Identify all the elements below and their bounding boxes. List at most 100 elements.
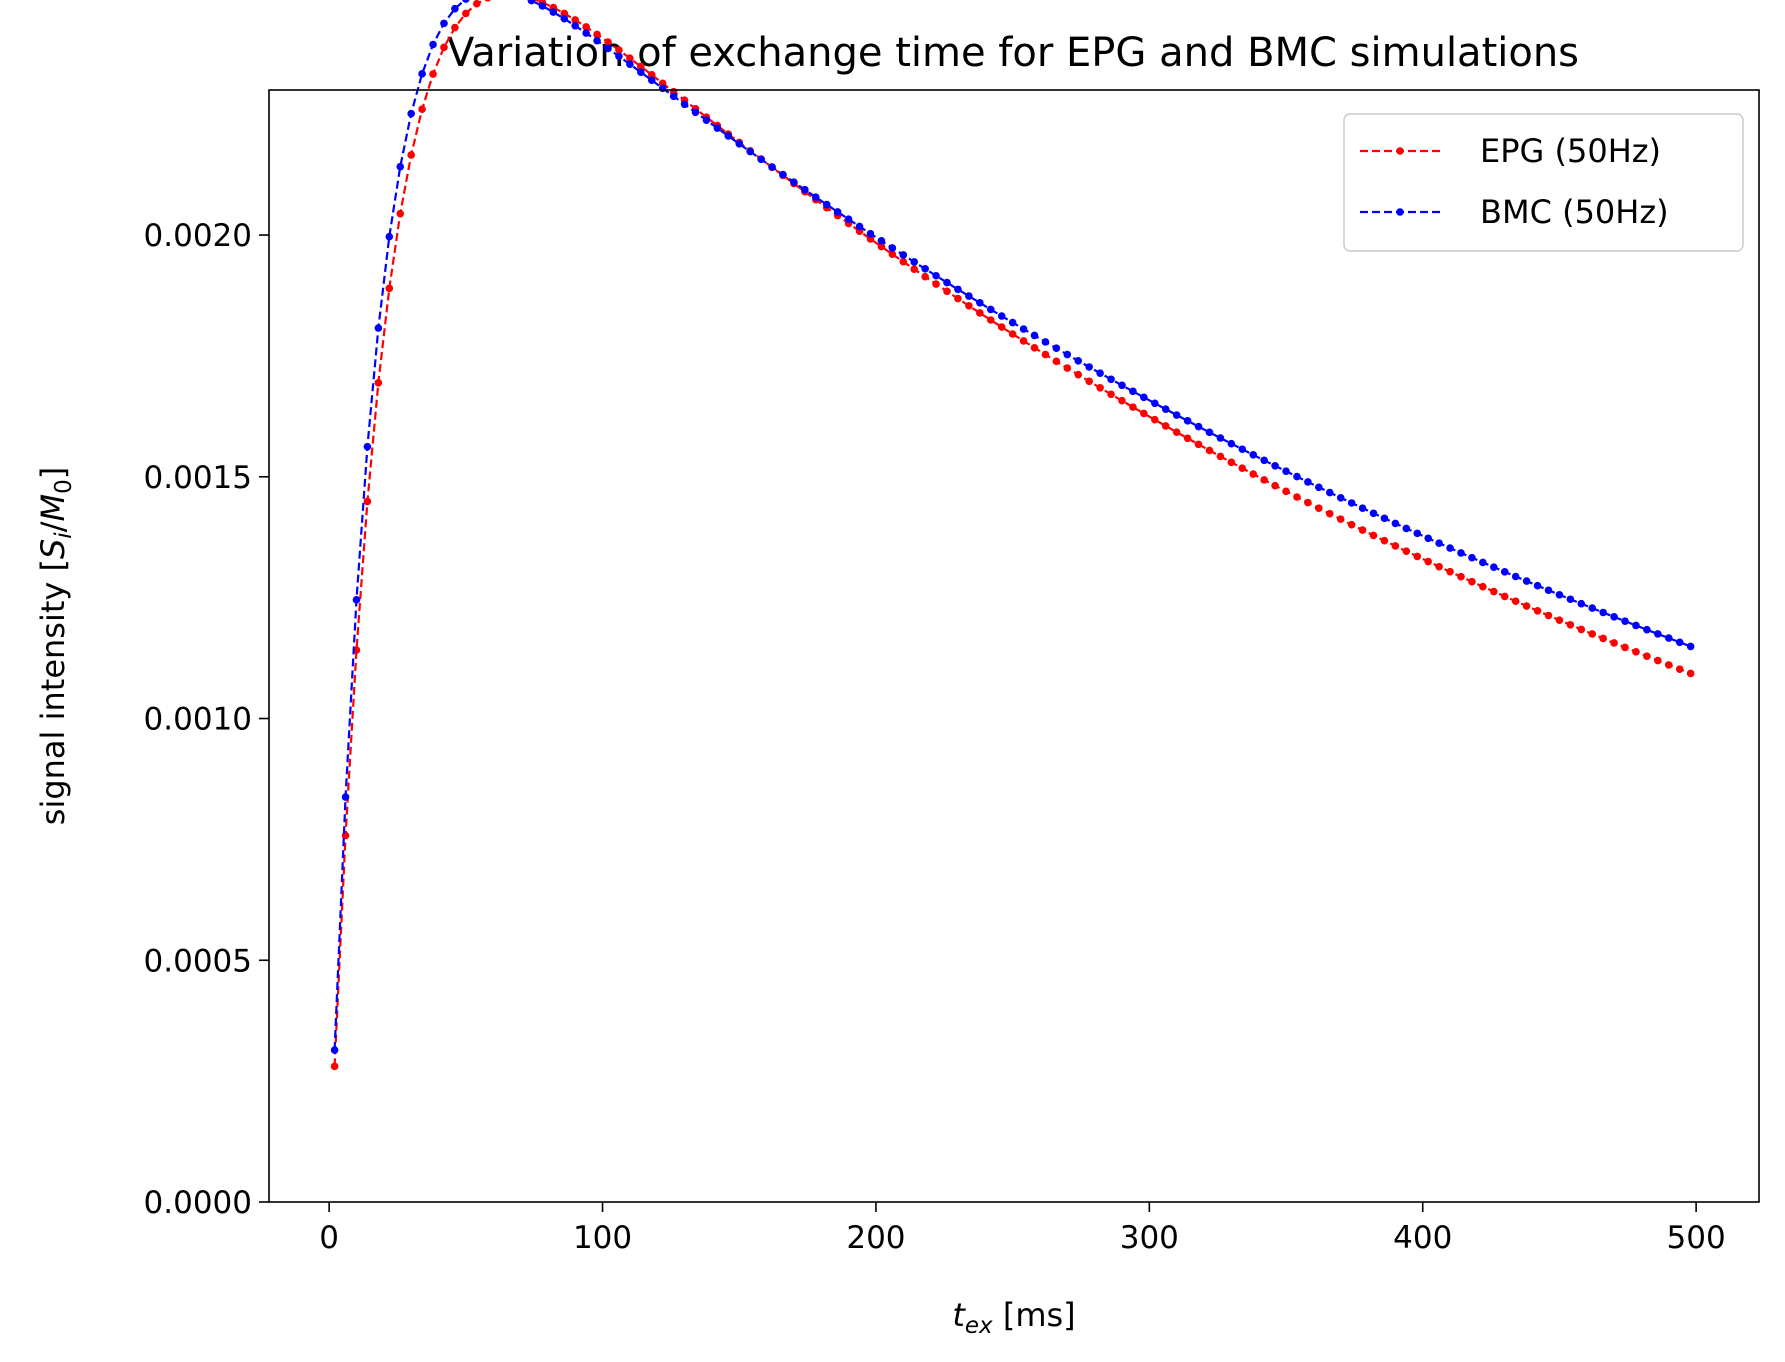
- data-point: [1325, 509, 1334, 518]
- data-point: [1686, 642, 1695, 651]
- data-point: [385, 284, 394, 293]
- data-point: [1347, 520, 1356, 529]
- data-point: [1238, 464, 1247, 473]
- data-point: [1052, 344, 1061, 353]
- data-point: [1566, 595, 1575, 604]
- data-point: [647, 76, 656, 85]
- data-point: [1610, 613, 1618, 621]
- data-point: [1533, 606, 1542, 615]
- data-point: [1457, 572, 1465, 581]
- y-tick-label: 0.0010: [144, 702, 252, 738]
- data-point: [1402, 524, 1411, 533]
- data-point: [352, 596, 361, 604]
- data-point: [768, 163, 776, 171]
- data-point: [330, 1046, 339, 1054]
- x-axis-label: tex [ms]: [952, 1296, 1075, 1339]
- data-point: [1085, 363, 1093, 371]
- data-point: [866, 229, 875, 238]
- data-point: [462, 0, 470, 3]
- y-tick-label: 0.0000: [144, 1185, 252, 1221]
- data-point: [1522, 602, 1531, 610]
- data-point: [986, 316, 995, 324]
- x-axis-label-sub: ex: [965, 1313, 993, 1339]
- data-point: [1599, 634, 1607, 643]
- data-point: [1183, 417, 1192, 425]
- x-tick-label: 400: [1393, 1220, 1452, 1256]
- data-point: [1041, 338, 1050, 346]
- data-point: [921, 265, 929, 273]
- data-point: [1216, 434, 1225, 442]
- data-point: [1402, 547, 1411, 555]
- data-point: [1008, 318, 1017, 327]
- data-point: [910, 265, 919, 274]
- data-point: [1555, 616, 1564, 624]
- data-point: [1413, 552, 1422, 561]
- data-point: [1511, 597, 1520, 606]
- data-point: [1304, 478, 1312, 486]
- data-point: [724, 132, 733, 140]
- data-point: [1468, 577, 1476, 586]
- data-point: [604, 44, 612, 53]
- data-point: [615, 52, 623, 61]
- data-point: [407, 151, 415, 159]
- data-point: [1249, 470, 1258, 478]
- x-axis-ticks: 0 100 200 300 400 500: [319, 1202, 1726, 1256]
- data-point: [1533, 581, 1542, 590]
- data-point: [1544, 611, 1553, 620]
- data-point: [462, 9, 470, 18]
- y-axis-label-m: M: [34, 494, 72, 522]
- data-point: [1063, 364, 1072, 372]
- data-point: [615, 46, 623, 54]
- legend-label-bmc: BMC (50Hz): [1480, 193, 1669, 231]
- data-point: [1129, 387, 1137, 396]
- x-tick-label: 500: [1667, 1220, 1726, 1256]
- data-point: [1577, 625, 1586, 634]
- data-point: [527, 0, 536, 5]
- data-point: [429, 40, 437, 49]
- data-point: [1107, 390, 1115, 399]
- legend: EPG (50Hz) BMC (50Hz): [1343, 113, 1744, 252]
- data-point: [866, 235, 875, 243]
- data-point: [418, 70, 426, 78]
- data-point: [822, 200, 831, 209]
- data-point: [1610, 639, 1618, 647]
- data-point: [1041, 350, 1050, 359]
- data-point: [1391, 542, 1400, 550]
- legend-marker-epg: [1396, 147, 1404, 155]
- data-point: [877, 242, 886, 251]
- data-point: [910, 258, 919, 266]
- data-point: [790, 178, 798, 186]
- data-point: [1446, 567, 1454, 576]
- data-point: [1304, 498, 1312, 507]
- data-point: [1621, 617, 1629, 625]
- data-point: [1632, 621, 1640, 630]
- data-point: [1019, 325, 1028, 333]
- data-point: [1282, 487, 1290, 496]
- data-point: [1074, 370, 1083, 379]
- data-point: [899, 257, 908, 266]
- data-point: [943, 278, 951, 287]
- data-point: [1435, 539, 1443, 548]
- data-point: [604, 38, 612, 46]
- data-point: [1490, 587, 1498, 596]
- y-axis-label-zero: 0: [51, 479, 77, 494]
- data-point: [396, 162, 405, 171]
- data-point: [757, 155, 765, 164]
- data-point: [1315, 483, 1323, 492]
- data-point: [582, 29, 590, 37]
- data-point: [637, 62, 645, 71]
- data-point: [1588, 630, 1597, 638]
- data-point: [1151, 399, 1159, 408]
- data-point: [385, 232, 394, 241]
- data-point: [997, 323, 1006, 331]
- data-point: [888, 250, 897, 258]
- data-point: [833, 208, 842, 216]
- data-point: [735, 140, 744, 148]
- data-point: [680, 100, 689, 109]
- data-point: [1129, 403, 1137, 411]
- data-point: [1664, 634, 1673, 642]
- legend-marker-bmc: [1396, 208, 1404, 216]
- data-point: [1479, 558, 1487, 567]
- data-point: [1052, 357, 1061, 366]
- data-point: [943, 287, 951, 296]
